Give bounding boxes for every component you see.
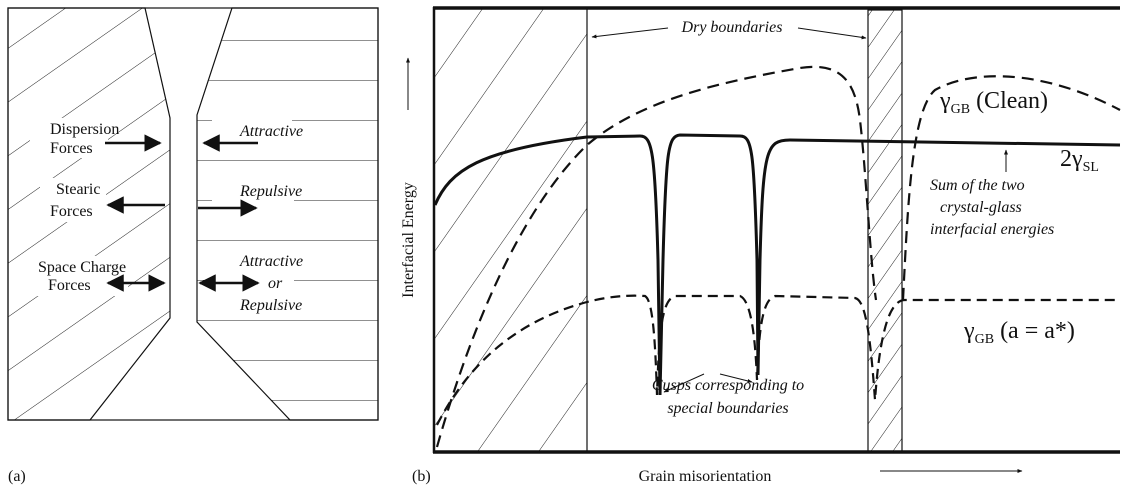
sl-label: 2γSL (1060, 146, 1099, 175)
cusps-label: Cusps corresponding to (652, 377, 804, 394)
label-bg (670, 14, 790, 40)
x-axis-label: Grain misorientation (639, 468, 772, 485)
sl-note: interfacial energies (930, 221, 1054, 238)
hatched-grain (434, 8, 587, 452)
subscript: GB (975, 332, 994, 347)
panel-b: Dry boundaries Interfacial Energy γGB (C… (400, 6, 1123, 485)
force-name: Stearic (56, 181, 100, 198)
force-effect: Repulsive (239, 297, 302, 314)
arrow (719, 373, 753, 383)
label-bg (212, 120, 292, 142)
suffix: (Clean) (970, 88, 1048, 114)
label-bg (40, 178, 106, 222)
force-effect: or (268, 275, 283, 292)
panel-label: (a) (8, 468, 26, 485)
force-effect: Repulsive (239, 183, 302, 200)
clean-curve (901, 75, 1121, 301)
label-bg (918, 172, 1123, 256)
clean-curve (435, 65, 878, 448)
force-name: Forces (50, 140, 93, 157)
dry-boundaries-label: Dry boundaries (681, 19, 783, 36)
cusps-label: special boundaries (667, 400, 788, 417)
panel-label: (b) (412, 468, 431, 485)
subscript: GB (951, 102, 970, 117)
label-bg (212, 180, 294, 202)
arrow (797, 27, 867, 40)
force-effect: Attractive (239, 253, 303, 270)
force-name: Dispersion (50, 121, 119, 138)
sl-curve (433, 133, 1121, 396)
symbol: γ (939, 88, 951, 114)
sl-note: Sum of the two (930, 177, 1025, 194)
hatched-strip (867, 9, 903, 453)
right-grain (196, 7, 379, 421)
force-effect: Attractive (239, 123, 303, 140)
arrow (663, 373, 705, 393)
force-name: Forces (50, 203, 93, 220)
doped-curve (436, 294, 1120, 426)
arrow (591, 27, 669, 39)
symbol: γ (963, 318, 975, 344)
y-axis-label: Interfacial Energy (400, 182, 417, 298)
doped-label: γGB (a = a*) (963, 318, 1075, 347)
label-bg (30, 118, 108, 158)
suffix: (a = a*) (994, 318, 1075, 344)
sl-note: crystal-glass (940, 199, 1022, 216)
panel-a: Dispersion Forces Attractive Stearic For… (7, 7, 379, 485)
force-name: Space Charge (38, 259, 126, 276)
force-name: Forces (48, 277, 91, 294)
subscript: SL (1083, 160, 1099, 175)
prefix: 2γ (1060, 146, 1083, 172)
clean-label: γGB (Clean) (939, 88, 1048, 117)
